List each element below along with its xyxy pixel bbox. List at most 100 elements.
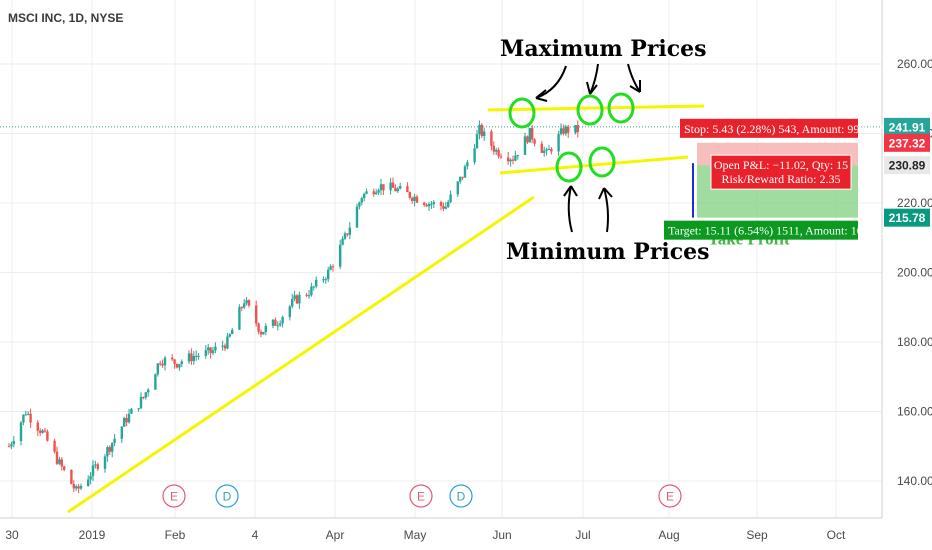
candle-body [43, 430, 47, 432]
candle-body [307, 295, 311, 297]
candle-body [355, 206, 359, 228]
event-marker [409, 484, 433, 508]
candle-body [516, 154, 519, 156]
candle-body [540, 143, 543, 153]
short-position-tool[interactable]: Take Profit Stop: 5.43 (2.28%) 543, Amou… [664, 118, 886, 249]
candle-body [499, 156, 503, 158]
candle-body [377, 190, 380, 193]
candle-body [509, 159, 512, 162]
event-marker [215, 484, 239, 508]
candle-body [408, 192, 411, 198]
price-label: 241.91 [889, 120, 926, 134]
candle-body [559, 128, 563, 135]
candle-body [247, 300, 251, 306]
event-letter: E [170, 490, 178, 504]
lower-channel-line[interactable] [499, 155, 689, 175]
candle-body [197, 355, 200, 357]
stop-label: Stop: 5.43 (2.28%) 543, Amount: 9903.55 [684, 122, 886, 136]
price-label-background [884, 208, 930, 227]
candle-body [77, 486, 80, 489]
candle-body [12, 441, 15, 445]
target-label-background [664, 220, 858, 240]
candle-body [295, 295, 299, 304]
candle-body [94, 464, 97, 466]
candle-body [495, 149, 498, 152]
candle-body [411, 197, 414, 201]
candle-body [139, 396, 143, 409]
candle-body [310, 286, 313, 296]
candle-body [442, 205, 445, 209]
price-tick-label: 200.00 [897, 266, 932, 280]
candle-body [175, 363, 179, 368]
candle-body [53, 440, 56, 452]
candle-body [190, 353, 193, 362]
chart-title: MSCI INC, 1D, NYSE [8, 11, 123, 25]
resistance-line[interactable] [487, 104, 705, 112]
candle-body [96, 464, 99, 469]
candle-body [331, 266, 335, 268]
candle-body [528, 127, 531, 143]
minimum-circle [588, 146, 616, 178]
candle-body [449, 194, 452, 203]
candle-body [55, 451, 59, 464]
candle-body [60, 459, 63, 467]
candle-body [125, 418, 128, 423]
risk-reward-label: Risk/Reward Ratio: 2.35 [722, 172, 841, 186]
candle-body [478, 124, 481, 135]
candle-body [161, 363, 164, 366]
candle-body [108, 447, 111, 452]
candle-body [545, 149, 548, 151]
candle-body [240, 307, 243, 309]
candle-body [346, 233, 349, 235]
candle-body [456, 181, 459, 195]
candle-body [163, 357, 167, 366]
candle-body [444, 206, 447, 209]
candle-body [497, 149, 500, 157]
price-label-background [884, 156, 930, 175]
support-trendline[interactable] [67, 195, 535, 514]
candle-body [473, 148, 476, 163]
price-label: 230.89 [889, 159, 926, 173]
trendlines[interactable] [67, 104, 705, 514]
candle-body [259, 331, 263, 335]
price-tick-label: 260.00 [897, 57, 932, 71]
event-letter: D [457, 490, 466, 504]
maximum-circle [576, 94, 604, 126]
candle-body [130, 408, 133, 414]
candle-body [358, 202, 361, 207]
candle-body [576, 125, 579, 133]
candle-body [221, 345, 224, 347]
event-marker [162, 484, 186, 508]
pnl-label: Open P&L: −11.02, Qty: 15 [714, 158, 848, 172]
minimum-circle [555, 151, 583, 183]
candle-body [123, 418, 126, 427]
candle-body [293, 295, 296, 299]
price-label-background [884, 133, 930, 152]
candle-body [264, 325, 267, 332]
candle-body [276, 325, 279, 327]
candle-body [312, 286, 315, 288]
time-axis[interactable]: 30 2019 Feb 4 Apr May Jun Jul Aug Sep Oct [5, 528, 846, 542]
candle-body [238, 307, 241, 330]
candle-body [379, 184, 383, 191]
candle-body [271, 319, 275, 326]
candle-body [466, 162, 469, 167]
candle-body [180, 361, 183, 365]
candle-body [432, 202, 435, 204]
time-tick-label: 30 [5, 528, 19, 542]
candle-body [111, 442, 114, 452]
candle-body [394, 187, 397, 192]
price-label-background [884, 117, 930, 136]
candle-body [324, 279, 327, 281]
candle-body [288, 306, 291, 317]
candle-body [144, 392, 147, 398]
candle-body [523, 136, 527, 155]
maximum-circle [508, 97, 536, 129]
candle-body [63, 466, 66, 470]
candle-body [243, 303, 246, 308]
candle-body [425, 204, 428, 207]
candle-body [363, 193, 366, 199]
candle-body [315, 279, 318, 287]
